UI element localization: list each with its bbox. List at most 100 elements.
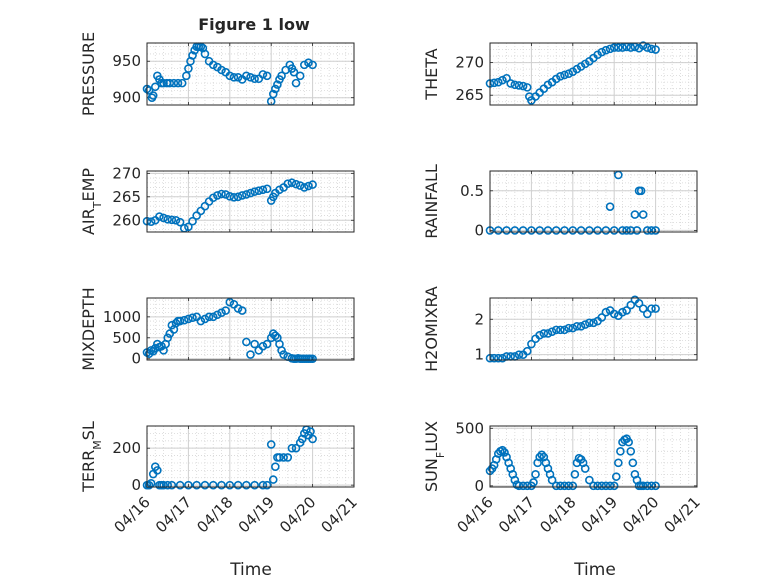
data-point [576,226,586,235]
data-point [266,440,276,449]
data-point [643,481,652,491]
data-point [560,481,569,491]
x-tick-label: 04/20 [619,493,662,536]
data-point [262,184,272,194]
y-tick-label: 0 [131,476,141,494]
grid [489,171,698,232]
data-point [543,226,553,235]
data-point [643,43,652,52]
data-point [638,481,648,491]
data-point [609,43,619,52]
x-tick-label: 04/21 [661,493,704,536]
data-point [626,43,636,52]
data-series [485,170,660,235]
y-tick-label: 265 [112,188,141,206]
data-point [144,86,154,95]
data-point [560,70,569,80]
data-point [175,217,185,227]
data-point [167,215,177,225]
data-series [142,42,317,106]
x-tick-label: 04/18 [536,493,579,536]
data-point [498,75,507,85]
data-point [262,339,272,349]
y-tick-label: 270 [455,54,484,72]
axes-box [489,425,698,488]
data-point [277,346,286,355]
data-point [576,322,586,331]
subplot-air-temp: 260 265 270 AIRTEMP [79,164,355,235]
data-point [597,481,607,491]
data-point [518,81,528,91]
data-point [585,475,594,485]
data-point [647,44,656,54]
data-point [605,202,615,211]
data-point [277,71,286,81]
data-point [208,480,218,490]
y-tick-label: 2 [474,310,484,328]
data-point [597,47,607,57]
data-point [192,480,201,490]
data-point [250,74,259,84]
data-point [242,190,251,199]
data-point [184,64,193,73]
data-point [242,71,251,81]
y-axis-label: RAINFALL [422,164,441,239]
data-point [564,69,573,78]
data-point [271,331,280,341]
subplot-pressure: 900 950 PRESSURE [79,32,355,116]
data-point [593,226,602,235]
data-point [609,226,619,235]
data-point [593,481,602,491]
data-point [609,481,619,491]
data-point [614,170,623,180]
y-axis-label: THETA [422,48,441,100]
data-series [142,297,317,364]
data-point [616,447,625,456]
data-point [493,226,503,235]
data-point [250,187,259,196]
data-point [638,210,648,219]
data-point [169,78,179,88]
data-point [611,472,621,481]
data-point [144,480,154,490]
data-point [182,71,191,81]
data-point [556,481,565,491]
data-point [572,322,582,331]
data-point [291,443,301,453]
y-tick-label: 0 [131,350,141,368]
x-tick-label: 04/17 [152,493,195,536]
y-tick-label: 1000 [103,308,141,326]
data-point [159,480,168,490]
x-tick-label: 04/19 [578,493,621,536]
data-point [246,72,255,82]
y-tick-label: 950 [112,52,141,70]
data-point [514,350,524,359]
data-point [148,91,158,100]
data-point [242,337,251,347]
data-point [233,192,243,202]
data-point [246,188,255,198]
data-point [225,480,235,490]
data-point [589,481,598,491]
data-point [601,481,611,491]
data-point [184,222,193,232]
data-point [153,466,162,475]
data-point [614,43,623,52]
y-tick-label: 500 [455,419,484,437]
data-point [213,310,222,320]
x-axis-label-left: Time [229,560,272,580]
data-point [246,350,255,359]
data-point [601,45,611,55]
data-point [229,72,239,82]
data-point [258,185,268,195]
data-point [167,480,177,490]
data-point [626,300,636,310]
data-point [624,437,633,447]
data-point [233,304,243,313]
data-point [547,327,557,336]
data-point [306,427,315,436]
data-point [237,191,247,200]
axes-box [146,297,355,361]
grid [146,171,355,232]
